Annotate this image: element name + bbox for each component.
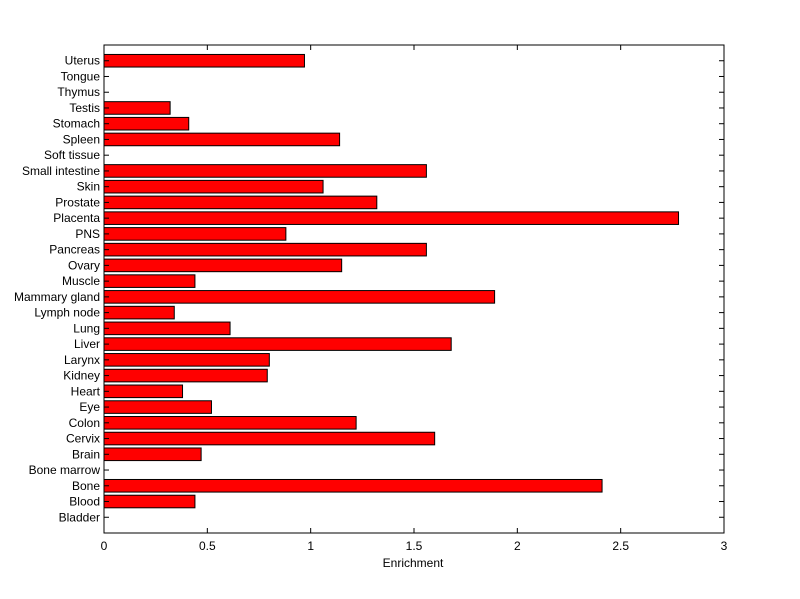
y-tick-label-larynx: Larynx <box>64 353 100 367</box>
bar-larynx <box>103 353 270 367</box>
y-tick-label-lung: Lung <box>73 321 100 335</box>
x-tick-label: 3 <box>721 539 728 553</box>
y-tick-label-blood: Blood <box>69 495 100 509</box>
y-tick-label-brain: Brain <box>72 447 100 461</box>
y-tick-label-uterus: Uterus <box>65 54 100 68</box>
bar-pancreas <box>103 242 427 257</box>
y-tick-label-prostate: Prostate <box>55 195 100 209</box>
y-tick-label-cervix: Cervix <box>66 432 100 446</box>
bar-brain <box>103 447 202 462</box>
y-tick-label-eye: Eye <box>79 400 100 414</box>
x-tick-label: 2.5 <box>612 539 629 553</box>
x-tick-label: 1.5 <box>406 539 423 553</box>
bar-colon <box>103 416 357 430</box>
y-tick-label-placenta: Placenta <box>53 211 100 225</box>
bar-placenta <box>103 211 680 225</box>
bar-heart <box>103 384 184 399</box>
bar-liver <box>103 337 452 351</box>
y-tick-label-mammary-gland: Mammary gland <box>14 290 100 304</box>
bar-uterus <box>103 53 305 68</box>
x-tick-label: 1 <box>307 539 314 553</box>
bar-lymph-node <box>103 305 175 320</box>
y-tick-label-skin: Skin <box>77 180 100 194</box>
bar-mammary-gland <box>103 290 496 304</box>
bar-blood <box>103 494 196 509</box>
y-tick-label-testis: Testis <box>69 101 100 115</box>
x-tick-label: 2 <box>514 539 521 553</box>
bar-lung <box>103 321 231 336</box>
x-axis-label: Enrichment <box>383 556 444 570</box>
bar-prostate <box>103 195 378 210</box>
y-tick-label-stomach: Stomach <box>53 117 100 131</box>
y-tick-label-heart: Heart <box>71 384 101 398</box>
bar-skin <box>103 179 324 194</box>
bar-testis <box>103 101 171 115</box>
bar-stomach <box>103 116 190 131</box>
plot-area-frame <box>103 44 725 534</box>
y-tick-label-lymph-node: Lymph node <box>34 306 100 320</box>
y-tick-label-pancreas: Pancreas <box>49 243 100 257</box>
y-tick-label-bone-marrow: Bone marrow <box>29 463 101 477</box>
bar-muscle <box>103 274 196 288</box>
bar-cervix <box>103 431 436 446</box>
y-tick-label-tongue: Tongue <box>61 69 101 83</box>
y-tick-label-small-intestine: Small intestine <box>22 164 100 178</box>
y-tick-label-kidney: Kidney <box>63 369 100 383</box>
bar-bone <box>103 478 603 493</box>
y-tick-label-bone: Bone <box>72 479 100 493</box>
y-tick-label-spleen: Spleen <box>63 132 100 146</box>
y-tick-label-muscle: Muscle <box>62 274 100 288</box>
y-tick-label-soft-tissue: Soft tissue <box>44 148 100 162</box>
bar-eye <box>103 400 212 414</box>
y-tick-label-pns: PNS <box>75 227 100 241</box>
y-tick-label-liver: Liver <box>74 337 100 351</box>
bar-small-intestine <box>103 164 427 178</box>
y-tick-label-bladder: Bladder <box>59 510 100 524</box>
bar-ovary <box>103 258 343 273</box>
bars-group <box>103 53 680 509</box>
x-tick-labels: 0 0.5 1 1.5 2 2.5 3 <box>101 539 728 553</box>
x-tick-label: 0 <box>101 539 108 553</box>
x-tick-label: 0.5 <box>199 539 216 553</box>
y-tick-label-thymus: Thymus <box>57 85 100 99</box>
y-tick-label-colon: Colon <box>69 416 100 430</box>
bar-spleen <box>103 132 341 147</box>
bar-pns <box>103 227 287 241</box>
bar-kidney <box>103 368 268 383</box>
y-tick-label-ovary: Ovary <box>68 258 100 272</box>
